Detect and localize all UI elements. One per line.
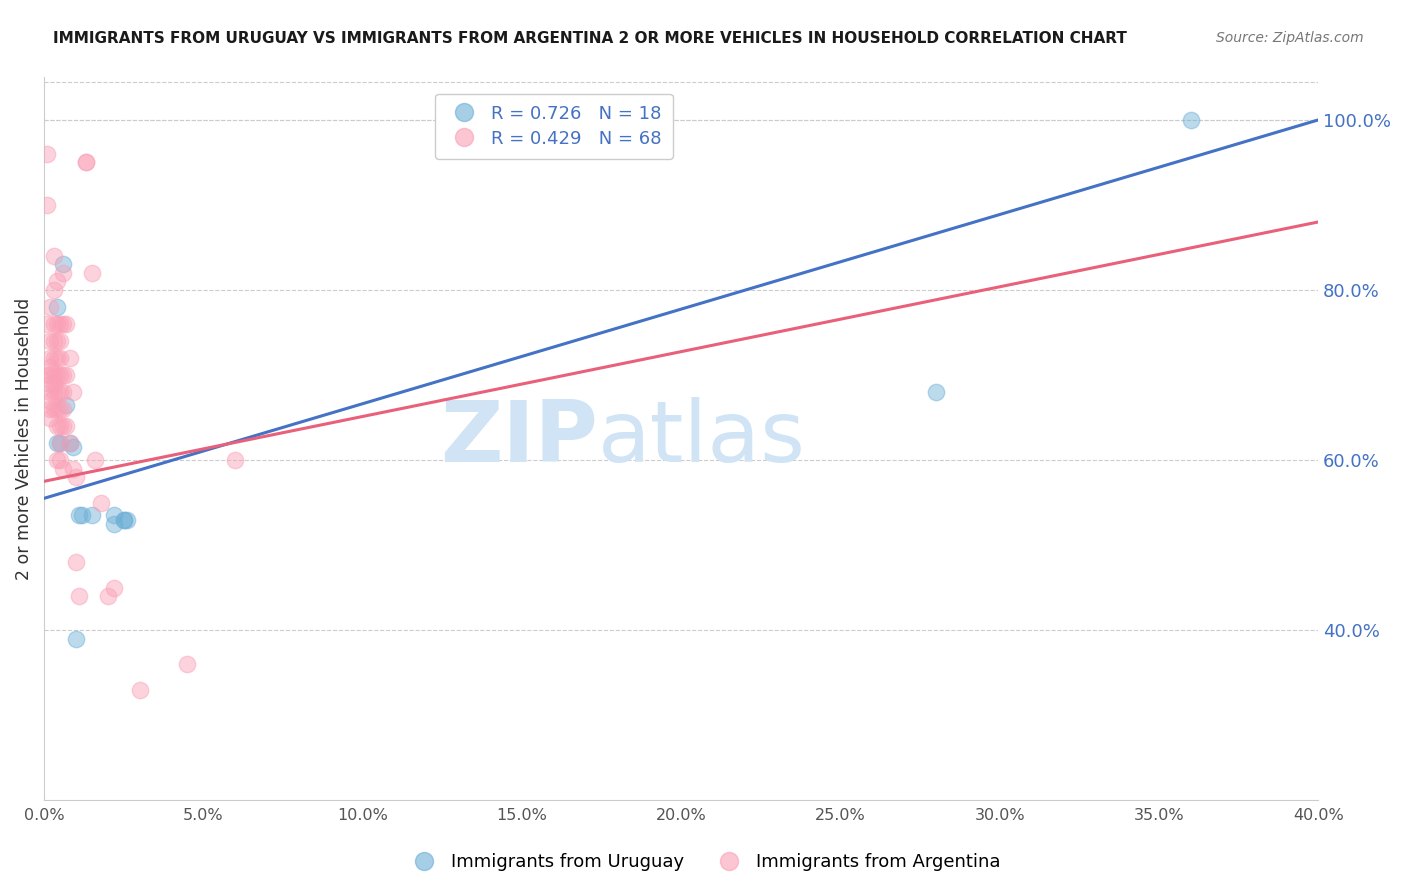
Point [39, 410, 62, 425]
Point [90, 495, 112, 509]
Point [39, 300, 62, 314]
Point [42, 402, 65, 417]
Point [224, 453, 246, 467]
Point [49, 402, 72, 417]
Point [49, 334, 72, 348]
Point [49, 384, 72, 399]
Point [49, 419, 72, 434]
Point [42, 334, 65, 348]
Point [45, 402, 67, 417]
Point [39, 334, 62, 348]
Point [52, 384, 75, 399]
Point [45, 334, 67, 348]
Point [39, 384, 62, 399]
Legend: R = 0.726   N = 18, R = 0.429   N = 68: R = 0.726 N = 18, R = 0.429 N = 68 [436, 94, 672, 159]
Point [39, 393, 62, 408]
Point [37, 317, 59, 331]
Point [925, 384, 948, 399]
Point [52, 461, 75, 475]
Point [80, 508, 103, 523]
Text: ZIP: ZIP [440, 397, 599, 480]
Point [42, 283, 65, 297]
Point [52, 419, 75, 434]
Point [115, 512, 138, 526]
Point [55, 368, 77, 382]
Point [49, 317, 72, 331]
Point [62, 384, 84, 399]
Point [42, 351, 65, 365]
Point [65, 470, 87, 484]
Point [39, 376, 62, 391]
Point [52, 402, 75, 417]
Point [49, 453, 72, 467]
Point [103, 581, 125, 595]
Point [1180, 112, 1202, 127]
Point [55, 398, 77, 412]
Point [42, 317, 65, 331]
Point [49, 436, 72, 450]
Point [42, 249, 65, 263]
Point [49, 436, 72, 450]
Point [97, 589, 120, 603]
Point [45, 368, 67, 382]
Point [112, 512, 135, 526]
Point [42, 384, 65, 399]
Point [176, 657, 198, 672]
Point [39, 359, 62, 374]
Point [72, 508, 94, 523]
Point [67, 508, 90, 523]
Point [45, 275, 67, 289]
Point [45, 436, 67, 450]
Y-axis label: 2 or more Vehicles in Household: 2 or more Vehicles in Household [15, 298, 32, 580]
Text: atlas: atlas [599, 397, 806, 480]
Point [84, 453, 107, 467]
Point [58, 436, 80, 450]
Point [62, 461, 84, 475]
Point [55, 317, 77, 331]
Point [37, 198, 59, 212]
Text: IMMIGRANTS FROM URUGUAY VS IMMIGRANTS FROM ARGENTINA 2 OR MORE VEHICLES IN HOUSE: IMMIGRANTS FROM URUGUAY VS IMMIGRANTS FR… [53, 31, 1128, 46]
Point [39, 402, 62, 417]
Point [65, 632, 87, 646]
Point [55, 419, 77, 434]
Point [45, 419, 67, 434]
Point [45, 351, 67, 365]
Point [37, 368, 59, 382]
Point [37, 147, 59, 161]
Point [58, 436, 80, 450]
Point [52, 266, 75, 280]
Point [42, 376, 65, 391]
Point [58, 351, 80, 365]
Point [39, 351, 62, 365]
Point [52, 317, 75, 331]
Point [45, 453, 67, 467]
Legend: Immigrants from Uruguay, Immigrants from Argentina: Immigrants from Uruguay, Immigrants from… [398, 847, 1008, 879]
Text: Source: ZipAtlas.com: Source: ZipAtlas.com [1216, 31, 1364, 45]
Point [42, 368, 65, 382]
Point [75, 155, 97, 169]
Point [52, 258, 75, 272]
Point [75, 155, 97, 169]
Point [49, 351, 72, 365]
Point [62, 440, 84, 454]
Point [49, 368, 72, 382]
Point [65, 555, 87, 569]
Point [103, 516, 125, 531]
Point [112, 512, 135, 526]
Point [67, 589, 90, 603]
Point [52, 368, 75, 382]
Point [103, 508, 125, 523]
Point [45, 300, 67, 314]
Point [128, 682, 150, 697]
Point [45, 384, 67, 399]
Point [39, 368, 62, 382]
Point [45, 317, 67, 331]
Point [80, 266, 103, 280]
